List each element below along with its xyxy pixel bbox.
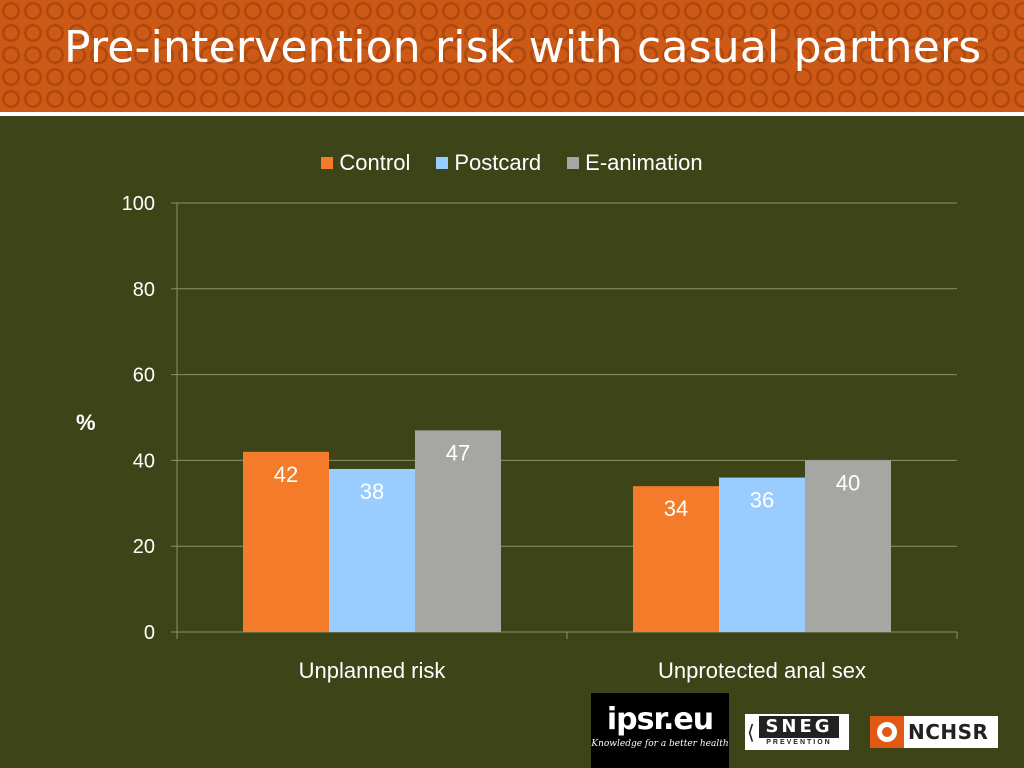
ipsr-logo: ipsr.eu Knowledge for a better health [591, 693, 729, 768]
legend-swatch [436, 157, 449, 169]
bar-e-animation [415, 430, 501, 632]
x-tick-label: Unplanned risk [299, 658, 447, 683]
header-rule [0, 112, 1024, 116]
nchsr-logo: NCHSR [870, 716, 998, 748]
y-tick-label: 0 [144, 622, 155, 644]
sneg-logo-subtext: PREVENTION [766, 739, 832, 746]
bar-control [633, 486, 719, 632]
legend-label: E-animation [585, 150, 703, 175]
y-tick-label: 80 [133, 279, 155, 301]
nchsr-logo-text: NCHSR [908, 720, 989, 744]
data-label: 36 [750, 488, 774, 513]
legend-swatch [321, 157, 334, 169]
bar-postcard [329, 468, 415, 632]
bar-postcard [719, 477, 805, 632]
sneg-chevron-icon: ⟨ [747, 722, 755, 744]
x-tick-label: Unprotected anal sex [658, 658, 866, 683]
chart-legend: Control Postcard E-animation [0, 150, 1024, 176]
bar-e-animation [805, 460, 891, 632]
y-tick-label: 100 [122, 193, 155, 215]
data-label: 38 [360, 479, 384, 504]
sneg-logo: ⟨ SNEG PREVENTION [745, 714, 849, 750]
legend-item: Control [321, 150, 410, 176]
sneg-logo-text: SNEG [759, 716, 839, 738]
data-label: 47 [446, 440, 470, 465]
data-label: 40 [836, 470, 860, 495]
data-label: 34 [664, 496, 688, 521]
legend-item: E-animation [567, 150, 703, 176]
legend-swatch [567, 157, 580, 169]
legend-item: Postcard [436, 150, 541, 176]
legend-label: Control [339, 150, 411, 175]
legend-label: Postcard [454, 150, 542, 175]
y-tick-label: 40 [133, 450, 155, 472]
ipsr-logo-tagline: Knowledge for a better health [591, 739, 729, 749]
y-tick-label: 60 [133, 365, 155, 387]
data-label: 42 [274, 462, 298, 487]
nchsr-mark-icon [870, 716, 904, 748]
y-tick-label: 20 [133, 536, 155, 558]
slide-title: Pre-intervention risk with casual partne… [64, 22, 982, 73]
slide-header [0, 0, 1024, 112]
bar-control [243, 451, 329, 632]
ipsr-logo-text: ipsr.eu [606, 702, 714, 737]
y-axis-label: % [76, 410, 96, 435]
